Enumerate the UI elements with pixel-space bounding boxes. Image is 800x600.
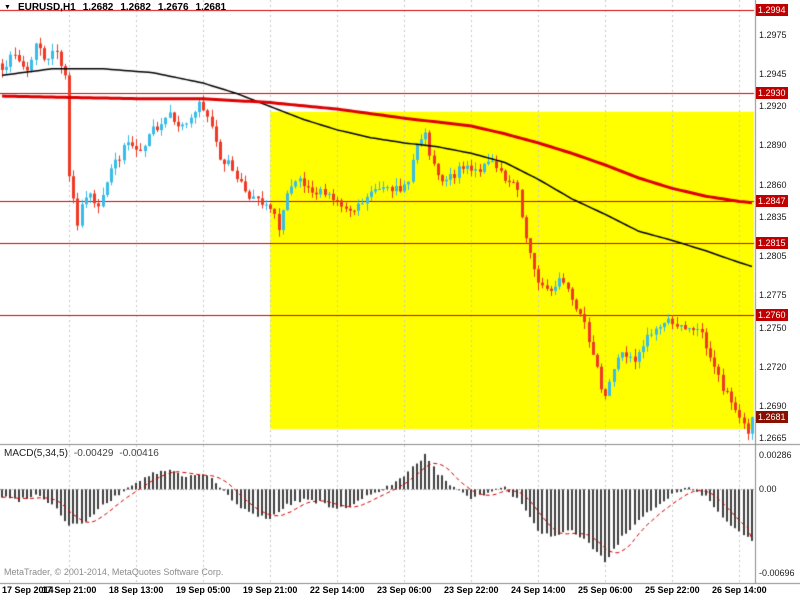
chart-dropdown-triangle-icon[interactable]: ▼ (4, 3, 11, 11)
macd-params-label: MACD(5,34,5) (4, 448, 68, 459)
ohlc-open-value: 1.2682 (82, 2, 114, 13)
macd-main-value: -0.00429 (73, 448, 114, 459)
macd-signal-value: -0.00416 (119, 448, 159, 459)
copyright-watermark: MetaTrader, © 2001-2014, MetaQuotes Soft… (4, 567, 224, 577)
ohlc-close-value: 1.2681 (195, 2, 227, 13)
symbol-timeframe-label: EURUSD,H1 (17, 2, 76, 13)
ohlc-high-value: 1.2682 (120, 2, 151, 13)
ohlc-low-value: 1.2676 (157, 2, 189, 13)
macd-indicator-label: MACD(5,34,5) -0.00429 -0.00416 (4, 448, 159, 459)
chart-header: ▼ EURUSD,H1 1.2682 1.2682 1.2676 1.2681 (4, 2, 226, 13)
